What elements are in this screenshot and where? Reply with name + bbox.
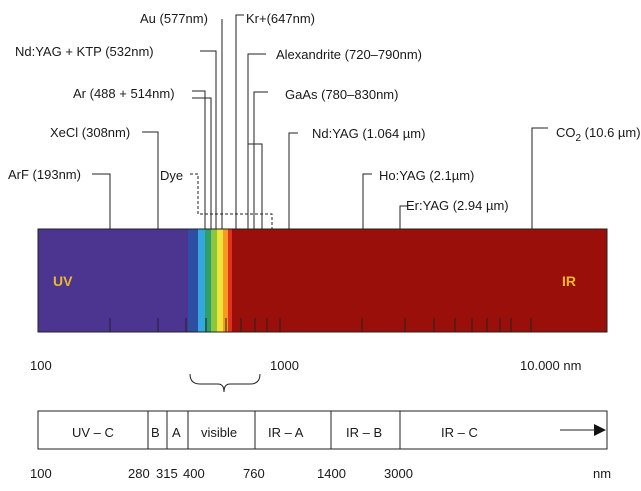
ir-label: IR xyxy=(562,273,576,289)
leader-alexandrite-2 xyxy=(248,143,255,229)
leader-gaas-2 xyxy=(254,143,263,229)
label-gaas: GaAs (780–830nm) xyxy=(285,87,398,102)
visible-cyan-green xyxy=(205,229,211,332)
label-kr: Kr+(647nm) xyxy=(246,11,315,26)
uv-label: UV xyxy=(53,273,73,289)
label-ndyag-ktp: Nd:YAG + KTP (532nm) xyxy=(15,44,154,59)
label-ar: Ar (488 + 514nm) xyxy=(73,86,175,101)
axis-tick-10000: 10.000 nm xyxy=(520,358,581,373)
leader-gaas xyxy=(253,91,268,144)
band-a: A xyxy=(172,425,181,440)
visible-blue xyxy=(198,229,205,332)
label-ndyag: Nd:YAG (1.064 µm) xyxy=(312,126,425,141)
band-scale: UV – C B A visible IR – A IR – B IR – C … xyxy=(30,410,611,481)
band-tick-1400: 1400 xyxy=(317,466,346,481)
label-eryag: Er:YAG (2.94 µm) xyxy=(406,198,509,213)
visible-orange xyxy=(223,229,228,332)
band-tick-760: 760 xyxy=(243,466,265,481)
leader-ndyag-ktp xyxy=(200,50,217,229)
band-uvc: UV – C xyxy=(72,425,114,440)
band-tick-nm: nm xyxy=(593,466,611,481)
band-irb: IR – B xyxy=(346,425,382,440)
leader-alexandrite xyxy=(247,53,266,229)
spectrum-border xyxy=(37,228,608,333)
label-co2: CO2 (10.6 µm) xyxy=(556,125,641,144)
leader-eryag xyxy=(399,205,408,229)
label-hoyag: Ho:YAG (2.1µm) xyxy=(379,168,474,183)
axis-tick-100: 100 xyxy=(30,358,52,373)
leader-ar-2 xyxy=(192,97,212,229)
band-tick-280: 280 xyxy=(128,466,150,481)
label-dye: Dye xyxy=(160,168,183,183)
band-tick-315: 315 xyxy=(156,466,178,481)
leader-arf xyxy=(92,173,111,229)
band-tick-100: 100 xyxy=(30,466,52,481)
leader-kr xyxy=(235,14,244,229)
leader-co2 xyxy=(531,127,548,229)
laser-labels: ArF (193nm) XeCl (308nm) Dye Ar (488 + 5… xyxy=(8,11,641,229)
band-visible: visible xyxy=(201,425,237,440)
visible-violet xyxy=(188,229,198,332)
bar-minor-ticks xyxy=(109,318,532,332)
label-xecl: XeCl (308nm) xyxy=(50,125,130,140)
wavelength-axis: 100 1000 10.000 nm xyxy=(30,358,581,373)
band-ira: IR – A xyxy=(268,425,304,440)
leader-xecl xyxy=(142,131,159,229)
visible-red xyxy=(228,229,232,332)
uv-region xyxy=(38,229,188,332)
label-au: Au (577nm) xyxy=(140,11,208,26)
band-box xyxy=(37,410,608,450)
band-arrow xyxy=(594,424,606,436)
label-alexandrite: Alexandrite (720–790nm) xyxy=(276,47,422,62)
leader-ndyag xyxy=(288,132,298,229)
band-b: B xyxy=(151,425,160,440)
leader-hoyag xyxy=(362,173,372,229)
band-tick-400: 400 xyxy=(183,466,205,481)
visible-green xyxy=(211,229,217,332)
ir-region xyxy=(232,229,607,332)
axis-tick-1000: 1000 xyxy=(270,358,299,373)
leader-dye xyxy=(190,173,273,229)
leader-ar xyxy=(192,90,206,229)
label-arf: ArF (193nm) xyxy=(8,167,81,182)
band-irc: IR – C xyxy=(441,425,478,440)
visible-yellow xyxy=(217,229,223,332)
visible-brace xyxy=(189,373,261,393)
spectrum-bar: UV IR xyxy=(37,228,608,333)
band-tick-3000: 3000 xyxy=(384,466,413,481)
